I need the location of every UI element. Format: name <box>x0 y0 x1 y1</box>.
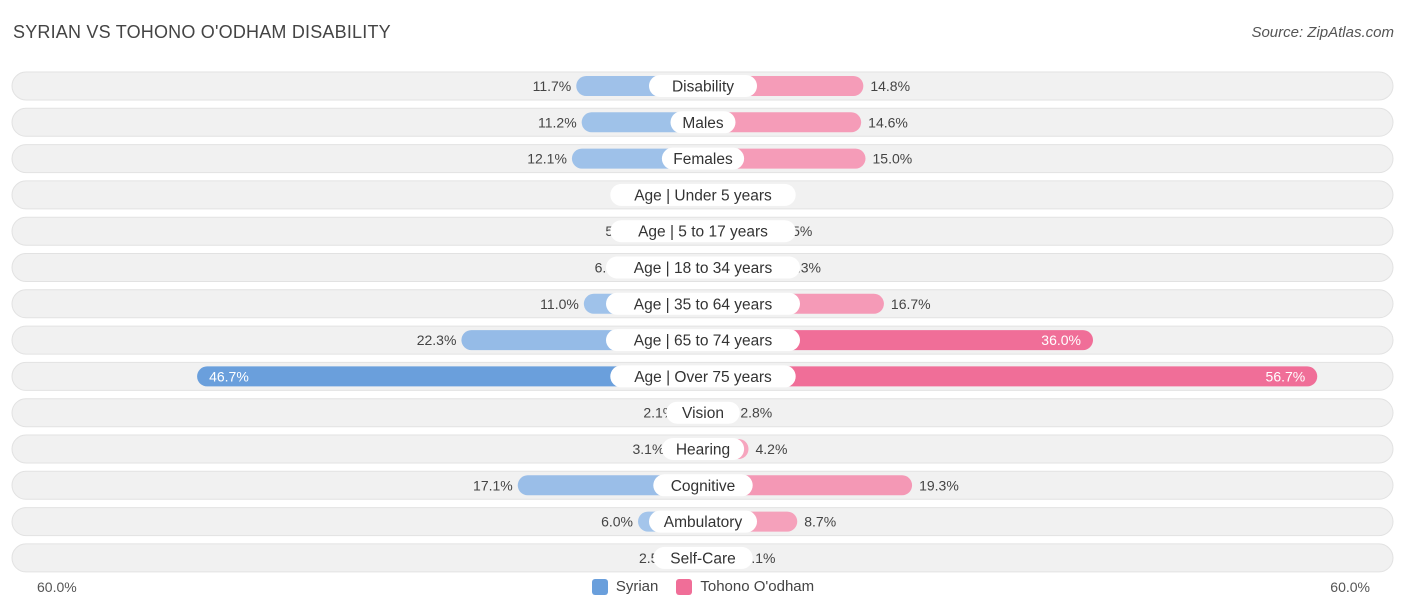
value-label-syrian-males: 11.2% <box>538 114 577 130</box>
row-females: 12.1% 15.0% Females <box>11 144 1394 174</box>
category-pill-females <box>661 147 745 170</box>
category-label-cognitive: Cognitive <box>671 478 736 495</box>
value-label-tohono-oodham-males: 14.6% <box>868 114 908 130</box>
category-pill-cognitive <box>653 474 753 497</box>
row-males: 11.2% 14.6% Males <box>11 107 1394 137</box>
value-label-tohono-oodham-age-35-to-64-years: 16.7% <box>891 296 931 312</box>
row-age-under-5-years: 1.3%2.2%Age | Under 5 years <box>11 180 1394 210</box>
value-label-tohono-oodham-age-65-to-74-years: 36.0% <box>1041 332 1081 348</box>
category-pill-age-65-to-74-years <box>606 329 800 352</box>
category-label-disability: Disability <box>672 79 734 96</box>
value-label-syrian-ambulatory: 6.0% <box>601 514 633 530</box>
category-pill-disability <box>649 75 757 97</box>
category-pill-males <box>670 111 736 134</box>
legend-label-tohono-oodham: Tohono O'odham <box>700 578 815 595</box>
row-cognitive: 17.1% 19.3% Cognitive <box>11 470 1394 500</box>
legend-item-tohono-oodham: Tohono O'odham <box>676 578 814 595</box>
category-label-males: Males <box>682 115 724 132</box>
category-label-age-18-to-34-years: Age | 18 to 34 years <box>634 260 773 277</box>
value-label-syrian-disability: 11.7% <box>533 78 572 94</box>
row-age-over-75-years: 46.7% 56.7% Age | Over 75 years <box>11 361 1394 391</box>
value-label-syrian-hearing: 3.1% <box>632 441 664 457</box>
category-pill-vision <box>666 401 740 424</box>
category-pill-age-35-to-64-years <box>606 292 800 315</box>
chart-title: SYRIAN VS TOHONO O'ODHAM DISABILITY <box>13 22 391 42</box>
legend-swatch-syrian <box>591 578 608 595</box>
category-label-age-65-to-74-years: Age | 65 to 74 years <box>634 333 773 350</box>
row-age-35-to-64-years: 11.0% 16.7% Age | 35 to 64 years <box>11 289 1394 319</box>
bar-tohono-oodham-age-over-75-years <box>693 366 1318 387</box>
category-pill-age-under-5-years <box>610 183 796 206</box>
category-pill-age-18-to-34-years <box>606 256 800 279</box>
diverging-bar-chart: 11.7% 14.8% Disability 11.2% 14.6% Males 12.1%… <box>11 71 1394 573</box>
row-age-5-to-17-years: 5.6%6.5%Age | 5 to 17 years <box>11 216 1394 246</box>
value-label-tohono-oodham-age-over-75-years: 56.7% <box>1266 368 1306 384</box>
axis-left-label: 60.0% <box>37 579 77 595</box>
chart-source: Source: ZipAtlas.com <box>1251 24 1394 41</box>
value-label-tohono-oodham-ambulatory: 8.7% <box>804 514 836 530</box>
row-ambulatory: 6.0% 8.7% Ambulatory <box>11 507 1394 537</box>
value-label-syrian-cognitive: 17.1% <box>473 477 513 493</box>
legend-item-syrian: Syrian <box>591 578 659 595</box>
category-label-ambulatory: Ambulatory <box>664 514 743 531</box>
category-pill-ambulatory <box>649 510 757 533</box>
category-label-vision: Vision <box>682 405 724 422</box>
row-self-care: 2.5%3.1%Self-Care <box>11 543 1394 573</box>
value-label-tohono-oodham-females: 15.0% <box>873 151 913 167</box>
value-label-tohono-oodham-disability: 14.8% <box>870 78 910 94</box>
row-hearing: 3.1% 4.2% Hearing <box>11 434 1394 464</box>
row-vision: 2.1% 2.8%Vision <box>11 398 1394 428</box>
value-label-syrian-age-65-to-74-years: 22.3% <box>417 332 457 348</box>
value-label-tohono-oodham-vision: 2.8% <box>740 405 772 421</box>
category-pill-hearing <box>661 438 745 460</box>
category-label-age-5-to-17-years: Age | 5 to 17 years <box>638 224 768 241</box>
value-label-syrian-females: 12.1% <box>527 151 567 167</box>
row-age-65-to-74-years: 22.3% 36.0% Age | 65 to 74 years <box>11 325 1394 355</box>
category-pill-self-care <box>653 546 753 569</box>
legend-label-syrian: Syrian <box>615 578 659 595</box>
bar-syrian-age-over-75-years <box>197 366 714 387</box>
category-pill-age-5-to-17-years <box>610 220 796 243</box>
legend-swatch-tohono-oodham <box>676 578 693 595</box>
row-age-18-to-34-years: 6.6%7.3%Age | 18 to 34 years <box>11 253 1394 282</box>
category-label-females: Females <box>673 151 733 168</box>
category-label-hearing: Hearing <box>676 442 730 459</box>
category-label-age-35-to-64-years: Age | 35 to 64 years <box>634 296 773 313</box>
axis-right-label: 60.0% <box>1330 579 1370 595</box>
row-disability: 11.7% 14.8% Disability <box>11 71 1394 101</box>
category-label-self-care: Self-Care <box>670 550 735 567</box>
legend: Syrian Tohono O'odham <box>0 578 1406 595</box>
category-label-age-over-75-years: Age | Over 75 years <box>634 369 772 386</box>
value-label-syrian-age-35-to-64-years: 11.0% <box>540 296 579 312</box>
value-label-tohono-oodham-cognitive: 19.3% <box>919 477 959 493</box>
value-label-tohono-oodham-hearing: 4.2% <box>756 441 788 457</box>
value-label-syrian-age-over-75-years: 46.7% <box>209 368 249 384</box>
category-label-age-under-5-years: Age | Under 5 years <box>634 187 772 204</box>
category-pill-age-over-75-years <box>610 365 796 388</box>
bar-tohono-oodham-males <box>693 112 862 133</box>
